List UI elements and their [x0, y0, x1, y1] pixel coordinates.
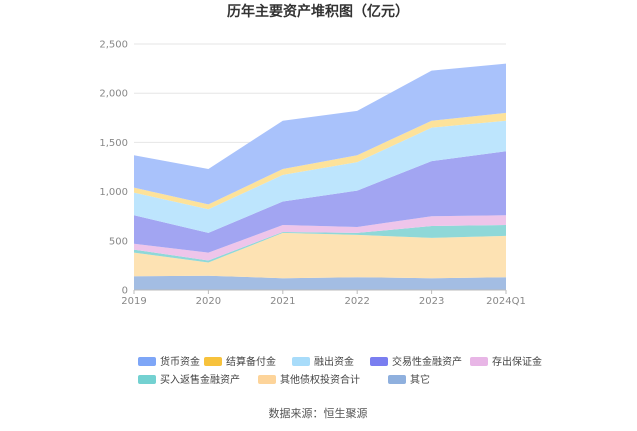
legend-swatch [204, 357, 222, 366]
area-series [134, 151, 506, 253]
legend-label: 融出资金 [314, 355, 354, 368]
source-note: 数据来源：恒生聚源 [269, 406, 368, 420]
area-series [134, 225, 506, 263]
x-tick-label: 2022 [344, 296, 369, 307]
legend-label: 交易性金融资产 [392, 355, 462, 368]
x-tick-label: 2019 [121, 296, 146, 307]
legend-label: 其它 [410, 373, 430, 386]
y-tick-label: 2,000 [99, 89, 128, 100]
y-tick-label: 2,500 [99, 40, 128, 51]
legend-swatch [470, 357, 488, 366]
legend-swatch [292, 357, 310, 366]
legend-swatch [138, 357, 156, 366]
area-series [134, 275, 506, 290]
area-series [134, 63, 506, 205]
area-series [134, 215, 506, 261]
x-tick-label: 2024Q1 [486, 296, 526, 307]
legend-label: 买入返售金融资产 [160, 373, 240, 386]
y-tick-label: 1,500 [99, 138, 128, 149]
axis-layer: 2019 2020 2021 2022 2023 2024Q1 [121, 289, 526, 307]
legend-swatch [258, 375, 276, 384]
legend-swatch [138, 375, 156, 384]
x-tick-label: 2020 [196, 296, 221, 307]
legend-swatch [388, 375, 406, 384]
area-series [134, 232, 506, 279]
x-tick-label: 2021 [270, 296, 295, 307]
y-tick-label: 1,000 [99, 187, 128, 198]
chart-title: 历年主要资产堆积图（亿元） [227, 3, 409, 20]
legend-swatch [370, 357, 388, 366]
area-series [134, 120, 506, 233]
legend-label: 货币资金 [160, 355, 200, 368]
legend-label: 其他债权投资合计 [280, 373, 360, 386]
y-tick-label: 500 [109, 236, 128, 247]
area-series [134, 112, 506, 210]
area-layer [134, 63, 506, 290]
legend-label: 存出保证金 [492, 355, 542, 368]
x-tick-label: 2023 [419, 296, 444, 307]
legend-label: 结算备付金 [226, 355, 276, 368]
y-tick-label: 0 [122, 286, 128, 297]
